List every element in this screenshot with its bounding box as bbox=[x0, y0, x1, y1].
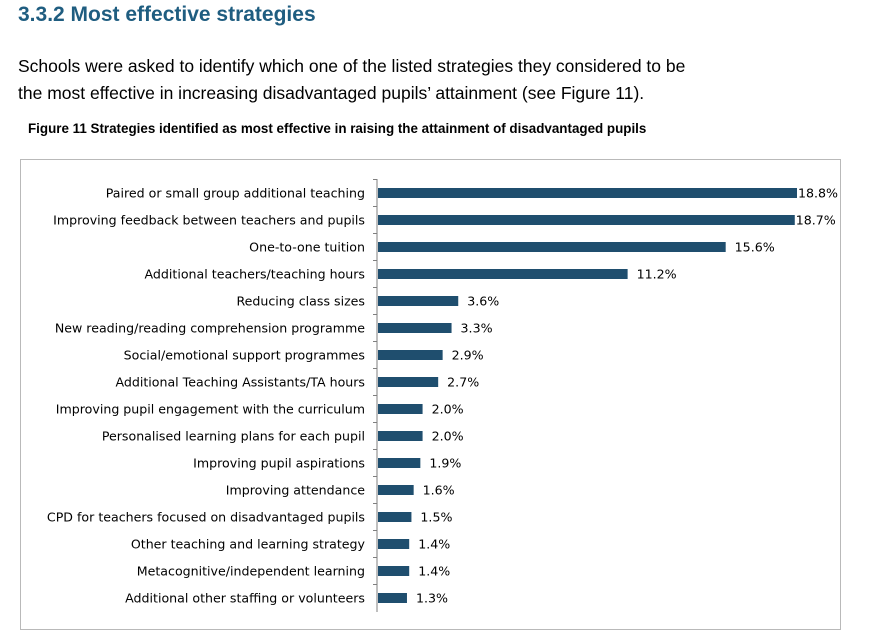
category-label: Improving pupil aspirations bbox=[193, 456, 365, 471]
bar bbox=[378, 215, 795, 225]
bar bbox=[378, 485, 414, 495]
figure-caption: Figure 11 Strategies identified as most … bbox=[28, 121, 647, 136]
category-label: Social/emotional support programmes bbox=[124, 348, 365, 363]
bar bbox=[378, 404, 423, 414]
bar bbox=[378, 431, 423, 441]
value-label: 1.6% bbox=[423, 483, 455, 498]
category-label: Improving pupil engagement with the curr… bbox=[56, 402, 365, 417]
bar bbox=[378, 593, 407, 603]
bar bbox=[378, 458, 421, 468]
value-label: 3.3% bbox=[461, 321, 493, 336]
intro-line-2: the most effective in increasing disadva… bbox=[18, 83, 645, 103]
value-label: 2.9% bbox=[452, 348, 484, 363]
category-label: Reducing class sizes bbox=[236, 294, 365, 309]
category-label: New reading/reading comprehension progra… bbox=[55, 321, 365, 336]
category-label: Additional teachers/teaching hours bbox=[145, 267, 365, 282]
bar bbox=[378, 269, 628, 279]
section-title: 3.3.2 Most effective strategies bbox=[18, 3, 316, 26]
value-label: 1.4% bbox=[418, 537, 450, 552]
bar bbox=[378, 323, 452, 333]
value-label: 15.6% bbox=[735, 240, 775, 255]
intro-line-1: Schools were asked to identify which one… bbox=[18, 56, 686, 76]
value-label: 2.0% bbox=[432, 402, 464, 417]
bar bbox=[378, 350, 443, 360]
bar bbox=[378, 242, 726, 252]
category-label: Additional Teaching Assistants/TA hours bbox=[115, 375, 365, 390]
value-label: 3.6% bbox=[467, 294, 499, 309]
category-label: Paired or small group additional teachin… bbox=[106, 186, 365, 201]
category-label: Improving attendance bbox=[226, 483, 365, 498]
value-label: 11.2% bbox=[637, 267, 677, 282]
value-label: 18.8% bbox=[798, 186, 838, 201]
bar-chart: Paired or small group additional teachin… bbox=[47, 179, 838, 612]
category-label: Additional other staffing or volunteers bbox=[125, 591, 365, 606]
category-label: Personalised learning plans for each pup… bbox=[102, 429, 365, 444]
category-label: One-to-one tuition bbox=[249, 240, 365, 255]
category-label: Other teaching and learning strategy bbox=[131, 537, 366, 552]
bar bbox=[378, 566, 410, 576]
bar bbox=[378, 377, 439, 387]
category-label: CPD for teachers focused on disadvantage… bbox=[47, 510, 365, 525]
category-label: Metacognitive/independent learning bbox=[137, 564, 365, 579]
value-label: 1.4% bbox=[418, 564, 450, 579]
value-label: 18.7% bbox=[796, 213, 836, 228]
value-label: 1.3% bbox=[416, 591, 448, 606]
bar bbox=[378, 188, 797, 198]
bar bbox=[378, 512, 412, 522]
value-label: 2.7% bbox=[447, 375, 479, 390]
value-label: 1.5% bbox=[420, 510, 452, 525]
chart-frame: Paired or small group additional teachin… bbox=[20, 159, 841, 630]
intro-paragraph: Schools were asked to identify which one… bbox=[18, 53, 838, 107]
bar bbox=[378, 539, 410, 549]
category-label: Improving feedback between teachers and … bbox=[53, 213, 365, 228]
bar bbox=[378, 296, 459, 306]
value-label: 1.9% bbox=[429, 456, 461, 471]
value-label: 2.0% bbox=[432, 429, 464, 444]
